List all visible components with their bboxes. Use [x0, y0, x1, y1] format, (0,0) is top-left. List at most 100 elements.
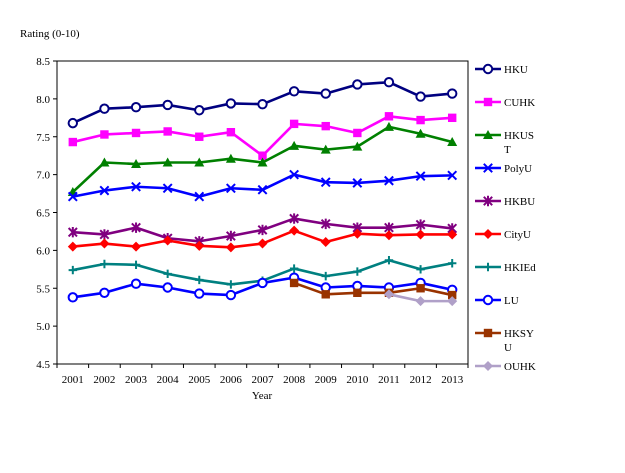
legend-item-polyu: PolyU [475, 163, 532, 175]
x-tick-label: 2006 [220, 374, 243, 386]
x-tick-label: 2012 [410, 374, 432, 386]
data-point-hkbu [320, 218, 331, 230]
legend-label-cuhk: CUHK [504, 97, 535, 109]
data-point-hkied [384, 256, 394, 265]
legend-marker-cuhk [483, 97, 493, 107]
data-point-ouhk [383, 289, 394, 300]
data-point-hkbu [257, 224, 268, 236]
data-point-hku [130, 102, 142, 113]
data-point-hkust [447, 137, 458, 147]
data-point-hkbu [99, 229, 110, 240]
x-axis-label: Year [252, 390, 273, 402]
legend-item-ouhk: OUHK [475, 361, 536, 373]
data-point-cityu [447, 229, 458, 240]
data-point-hkust [225, 153, 236, 163]
data-point-hkust [415, 128, 426, 138]
legend-marker-hksyu [483, 328, 493, 338]
series-polyu [67, 169, 458, 202]
x-tick-label: 2011 [378, 374, 400, 386]
data-point-hkust [131, 159, 142, 169]
data-point-cityu [162, 235, 173, 246]
legend-label-hkust: HKUS T [504, 130, 534, 156]
legend-marker-ouhk [483, 361, 493, 371]
data-point-cuhk [258, 151, 267, 160]
data-point-lu [257, 277, 268, 289]
legend-item-hksyu: HKSY U [475, 328, 534, 354]
data-point-lu [130, 278, 142, 289]
data-point-hkied [321, 271, 330, 281]
series-hku [67, 77, 458, 129]
data-point-hkied [100, 259, 109, 269]
legend-item-hkied: HKIEd [475, 262, 536, 274]
data-point-polyu [67, 191, 78, 202]
data-point-hkust [99, 157, 110, 167]
data-point-polyu [99, 185, 110, 196]
data-point-hkust [257, 157, 268, 167]
legend-item-hkust: HKUS T [475, 130, 534, 156]
data-point-cuhk [447, 113, 457, 123]
series-line-cuhk [72, 115, 453, 157]
data-point-hksyu [353, 288, 362, 297]
data-point-polyu [415, 171, 426, 182]
y-tick-label: 7.0 [36, 170, 50, 182]
legend-marker-lu [482, 294, 494, 306]
data-point-hku [257, 98, 268, 110]
x-tick-label: 2009 [315, 374, 338, 386]
legend-label-hksyu: HKSY U [504, 328, 534, 354]
data-point-polyu [225, 183, 236, 194]
plot-area: 8.5 8.0 7.5 7.0 6.5 6.0 5.5 5.0 4.5 2001 2002 2003 2… [36, 56, 469, 386]
data-point-polyu [194, 191, 205, 202]
legend-label-polyu: PolyU [504, 163, 532, 175]
data-point-cuhk [289, 119, 299, 129]
legend-marker-hkust [483, 130, 493, 139]
data-point-lu [99, 287, 110, 298]
data-point-cuhk [416, 115, 425, 125]
data-point-hkbu [67, 226, 78, 238]
x-tick-label: 2001 [62, 374, 84, 386]
data-point-hkied [226, 280, 236, 289]
y-tick-label: 5.0 [36, 321, 50, 333]
legend-label-lu: LU [504, 295, 519, 307]
legend-label-cityu: CityU [504, 229, 531, 241]
data-point-cuhk [68, 137, 78, 147]
x-tick-label: 2004 [157, 374, 180, 386]
legend-marker-hkied [483, 262, 493, 272]
data-point-cuhk [195, 132, 204, 141]
series-cuhk [68, 112, 457, 160]
data-point-hku [162, 99, 173, 111]
data-point-cuhk [384, 112, 394, 121]
data-point-cityu [67, 241, 78, 252]
data-point-cuhk [353, 128, 362, 138]
data-point-polyu [447, 170, 458, 181]
x-tick-label: 2002 [93, 374, 115, 386]
legend-item-lu: LU [475, 294, 519, 307]
legend-marker-polyu [483, 163, 493, 173]
y-axis-label: Rating (0-10) [20, 28, 80, 40]
legend-marker-cityu [483, 229, 493, 239]
x-tick-label: 2013 [441, 374, 464, 386]
legend-marker-hkbu [483, 195, 493, 207]
legend: HKU CUHK HKUS T PolyU HKBU CityU HKIEd LU HKSY U OU… [475, 63, 536, 373]
series-line-hksyu [293, 281, 453, 297]
data-point-hkust [352, 141, 363, 151]
data-point-polyu [131, 181, 141, 192]
data-point-cityu [383, 230, 394, 241]
y-tick-label: 8.5 [36, 56, 50, 68]
data-point-hku [320, 88, 331, 99]
data-point-hkust [162, 157, 173, 167]
series-ouhk [383, 289, 458, 307]
data-point-cuhk [131, 128, 141, 138]
data-point-hku [383, 77, 395, 88]
data-point-hkbu [415, 219, 426, 230]
legend-marker-hku [482, 63, 494, 75]
legend-label-hku: HKU [504, 64, 528, 76]
data-point-hksyu [289, 278, 299, 288]
data-point-cityu [289, 225, 300, 236]
data-point-hkbu [289, 213, 300, 224]
data-point-hku [99, 103, 110, 114]
data-point-cityu [320, 237, 331, 248]
y-tick-label: 6.0 [36, 245, 50, 257]
legend-item-hku: HKU [475, 63, 528, 76]
